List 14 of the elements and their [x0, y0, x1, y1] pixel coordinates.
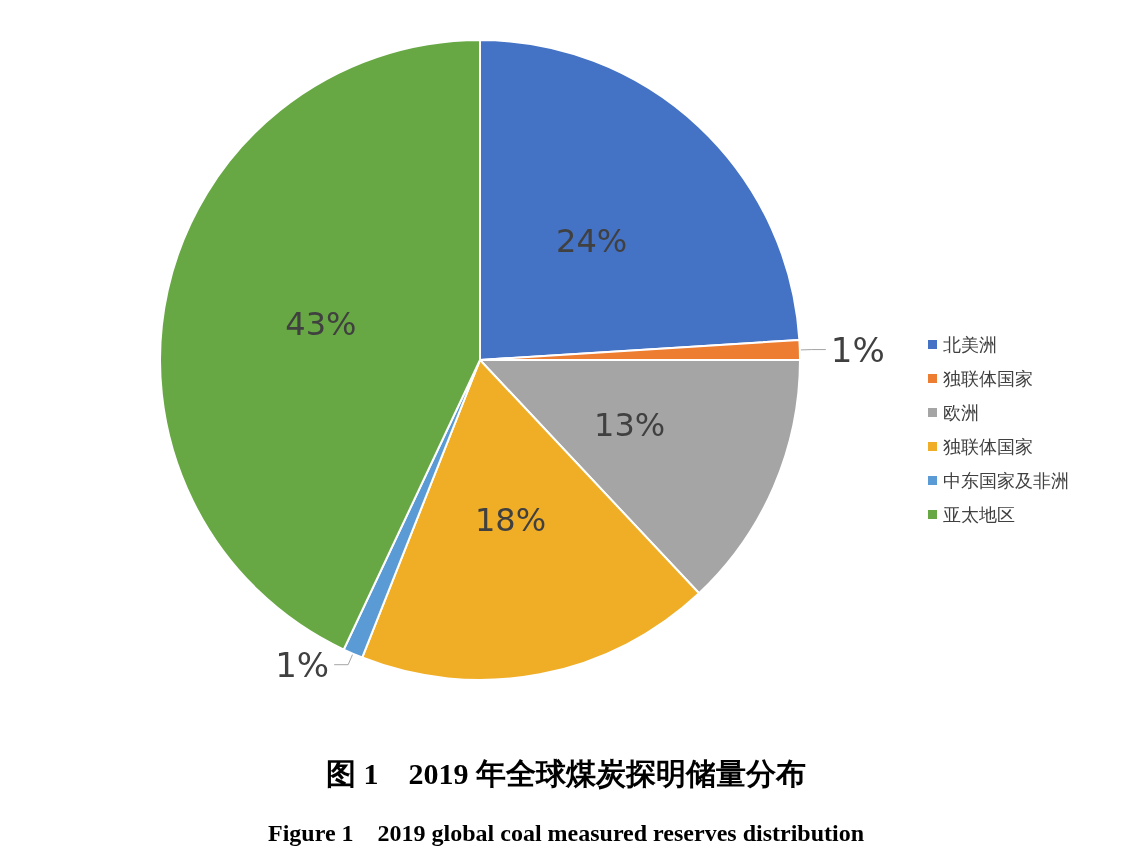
data-label: 18%	[474, 501, 547, 540]
legend-label: 北美洲	[943, 334, 997, 355]
legend-label: 独联体国家	[943, 368, 1033, 389]
data-label: 24%	[556, 222, 628, 261]
legend-label: 独联体国家	[943, 436, 1033, 457]
data-label: 1%	[275, 644, 330, 685]
data-label: 43%	[285, 305, 357, 344]
data-label: 13%	[594, 405, 666, 444]
text: 图 1 2019 年全球煤炭探明储量分布	[326, 756, 806, 790]
text: Figure 1 2019 global coal measured reserves distribution	[268, 820, 864, 846]
data-label: 1%	[830, 329, 885, 370]
legend-label: 亚太地区	[943, 504, 1015, 525]
legend-label: 中东国家及非洲	[943, 470, 1069, 491]
legend-label: 欧洲	[943, 402, 979, 423]
